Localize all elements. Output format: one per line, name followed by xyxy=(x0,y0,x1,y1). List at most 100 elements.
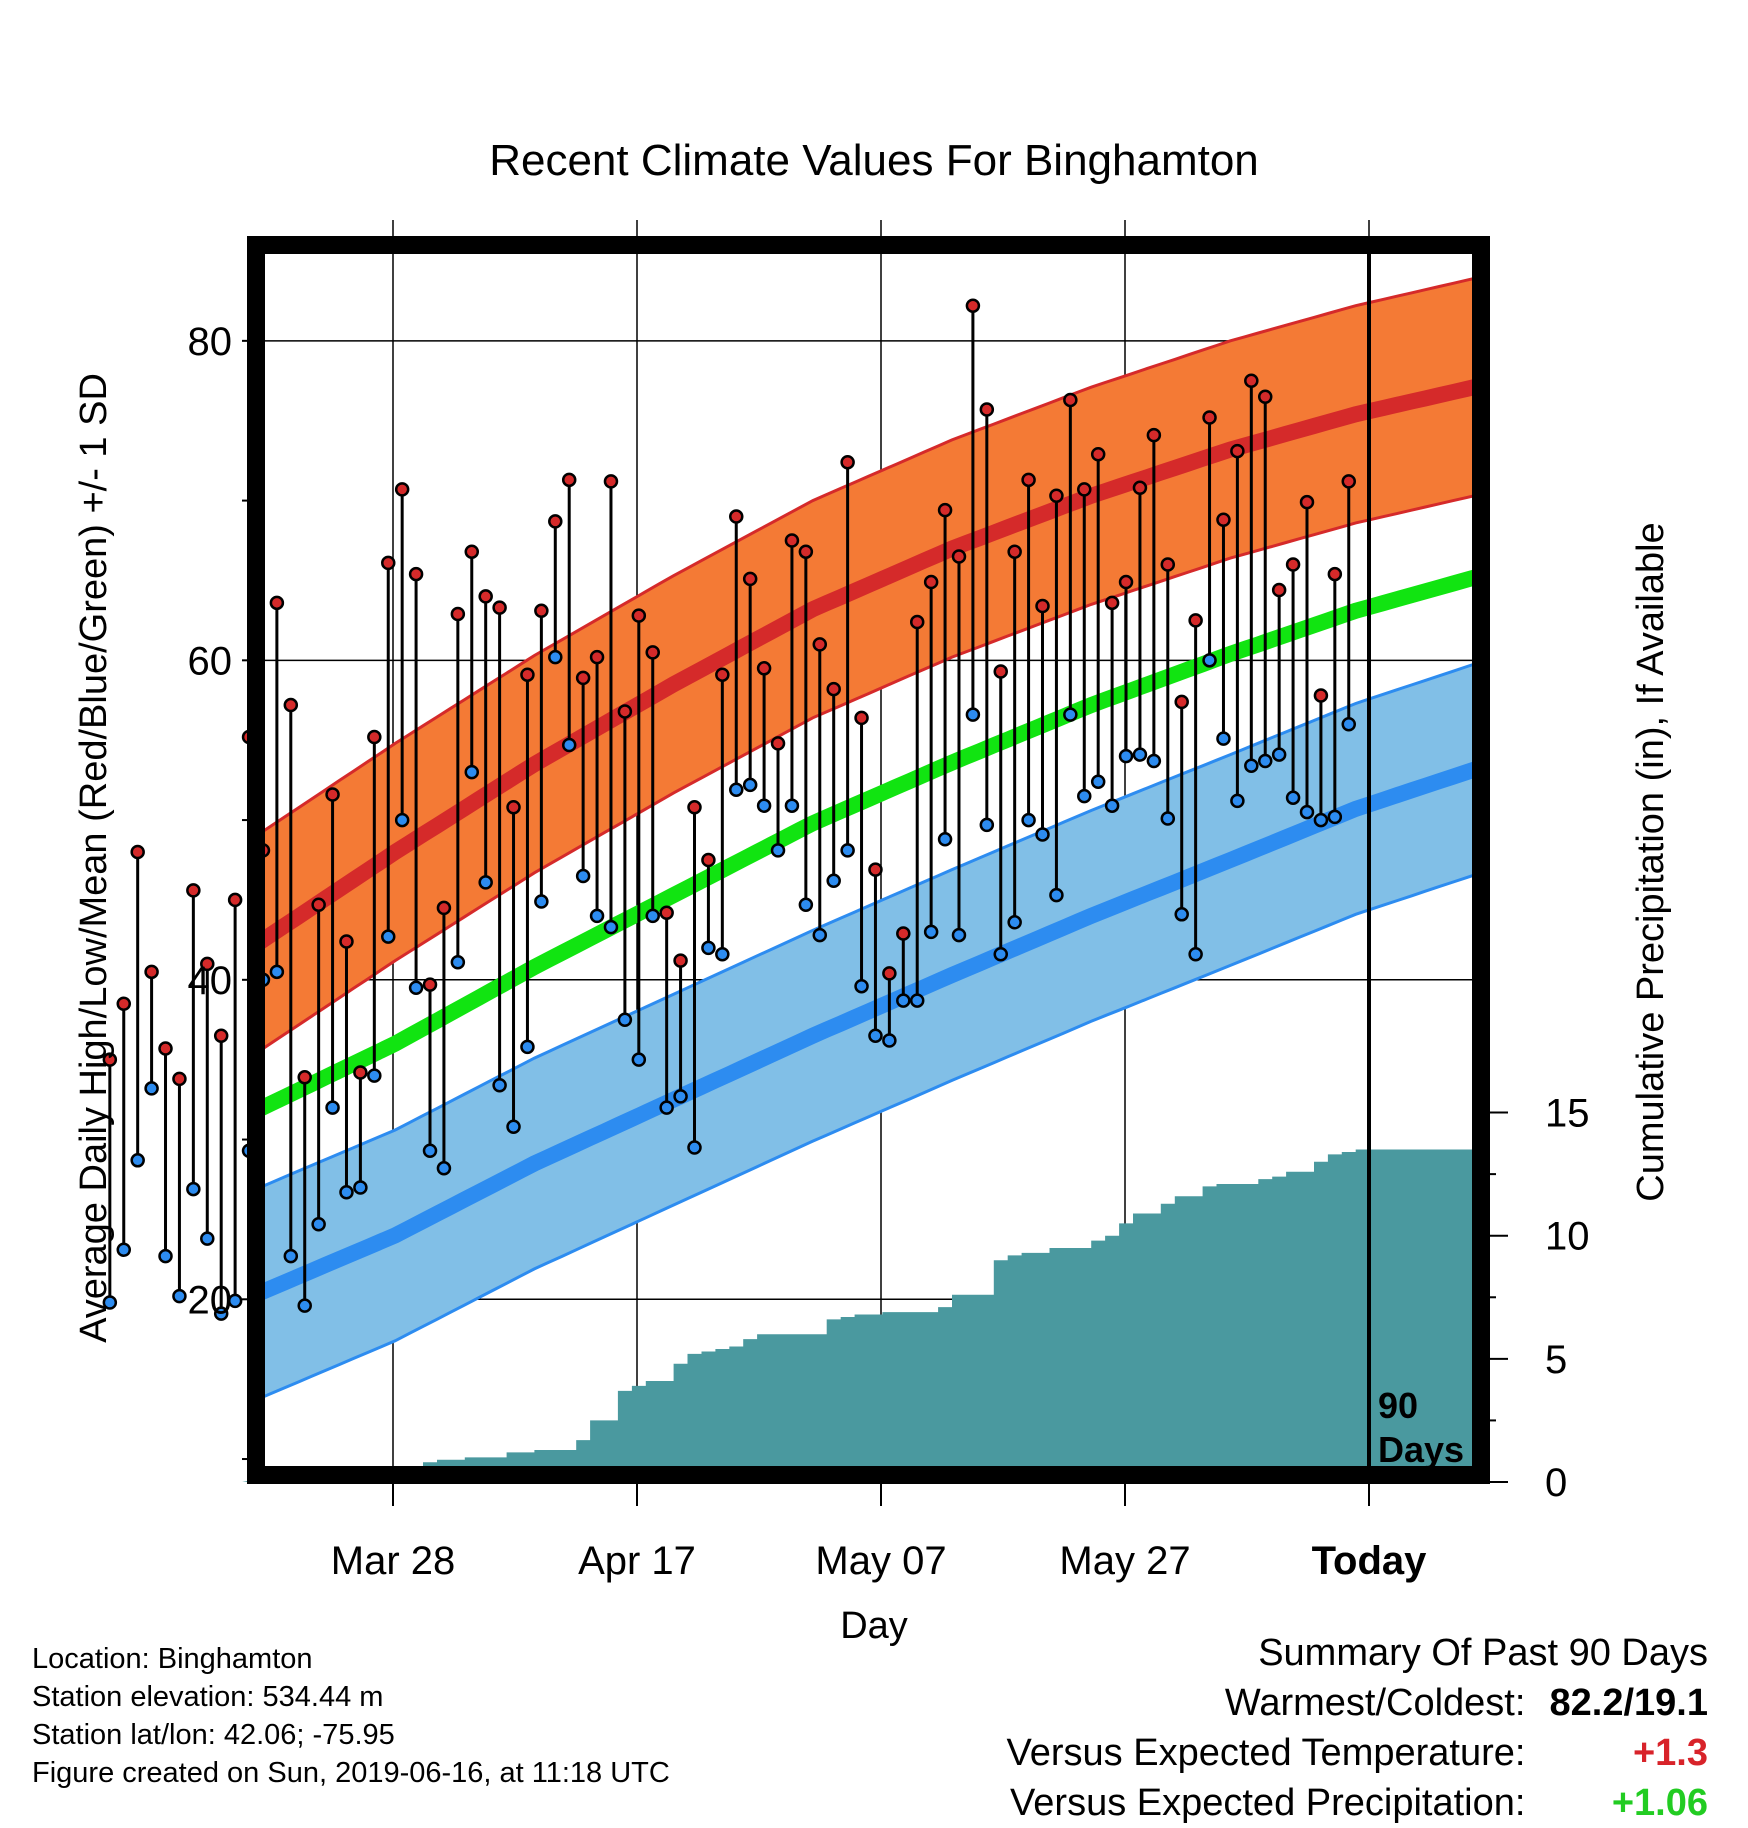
chart-title: Recent Climate Values For Binghamton xyxy=(489,136,1259,185)
daily-high-point xyxy=(1104,595,1120,611)
daily-high-point xyxy=(534,603,549,619)
summary-row-temperature: Versus Expected Temperature: +1.3 xyxy=(1007,1728,1708,1778)
summary-label: Versus Expected Precipitation: xyxy=(1010,1782,1526,1824)
daily-low-point xyxy=(951,927,967,943)
daily-low-point xyxy=(325,1100,340,1115)
daily-high-point xyxy=(311,897,326,912)
daily-low-point xyxy=(673,1089,688,1104)
created-text: Figure created on Sun, 2019-06-16, at 11… xyxy=(32,1757,670,1789)
daily-high-point xyxy=(408,566,424,582)
station-info: Location: Binghamton Station elevation: … xyxy=(32,1640,670,1792)
x-tick-label: May 07 xyxy=(815,1539,946,1583)
daily-low-point xyxy=(603,919,619,935)
daily-low-point xyxy=(659,1100,674,1115)
daily-high-point xyxy=(1132,480,1148,496)
daily-high-point xyxy=(380,555,396,571)
daily-high-point xyxy=(367,729,382,745)
daily-low-point xyxy=(1146,753,1162,769)
y2-tick-label: 0 xyxy=(1545,1461,1567,1505)
daily-low-point xyxy=(269,964,285,980)
daily-low-point xyxy=(1049,887,1064,903)
daily-high-point xyxy=(283,697,299,713)
daily-high-point xyxy=(1216,512,1231,528)
daily-high-point xyxy=(1271,582,1287,598)
summary-value: 82.2/19.1 xyxy=(1549,1682,1708,1724)
daily-high-point xyxy=(770,736,786,751)
daily-high-point xyxy=(506,800,521,815)
daily-low-point xyxy=(1313,812,1329,828)
daily-high-point xyxy=(965,298,981,313)
daily-high-point xyxy=(422,977,438,992)
daily-low-point xyxy=(826,873,841,889)
daily-low-point xyxy=(1132,747,1148,762)
daily-low-point xyxy=(561,737,577,753)
summary-label: Versus Expected Temperature: xyxy=(1006,1732,1526,1774)
daily-high-point xyxy=(589,649,605,665)
x-tick-label: Today xyxy=(1312,1539,1428,1583)
daily-low-point xyxy=(227,1293,243,1309)
y-tick-label: 40 xyxy=(188,959,233,1003)
daily-low-point xyxy=(422,1143,438,1158)
normal-mean-line xyxy=(252,567,1484,1119)
daily-low-point xyxy=(589,908,605,924)
daily-high-point xyxy=(575,670,591,686)
daily-low-point xyxy=(631,1052,647,1067)
y-tick-label: 80 xyxy=(188,320,233,364)
y2-tick-label: 5 xyxy=(1545,1338,1567,1382)
normal-high-upper-edge xyxy=(255,275,1482,838)
daily-high-point xyxy=(1035,598,1050,614)
y2-axis-label: Cumulative Precipitation (in), If Availa… xyxy=(1630,522,1672,1201)
daily-high-point xyxy=(464,544,480,559)
plot-area: 90 Days xyxy=(102,220,1484,1482)
daily-low-point xyxy=(213,1306,229,1321)
daily-high-point xyxy=(687,800,702,815)
daily-low-point xyxy=(1007,915,1022,930)
daily-low-point xyxy=(1188,946,1203,962)
daily-low-point xyxy=(367,1068,382,1083)
x-axis-ticks: Mar 28 Apr 17 May 07 May 27 Today xyxy=(331,1475,1427,1583)
daily-high-point xyxy=(1007,544,1022,559)
daily-low-point xyxy=(729,782,744,797)
daily-low-point xyxy=(353,1180,368,1195)
daily-low-point xyxy=(534,894,549,909)
y-axis-label: Average Daily High/Low/Mean (Red/Blue/Gr… xyxy=(73,373,115,1343)
daily-low-point xyxy=(840,843,855,858)
daily-high-point xyxy=(492,600,507,615)
normal-low-band xyxy=(256,661,1481,1400)
daily-low-point xyxy=(548,649,563,665)
precipitation-area xyxy=(242,1149,1482,1482)
daily-low-point xyxy=(965,707,981,722)
daily-high-point xyxy=(1118,574,1134,590)
normal-high-line xyxy=(251,377,1483,952)
daily-low-point xyxy=(645,908,660,924)
daily-high-point xyxy=(1090,447,1106,462)
daily-low-point xyxy=(687,1140,702,1155)
daily-low-point xyxy=(993,946,1008,962)
daily-low-point xyxy=(1271,747,1287,762)
daily-high-point xyxy=(200,956,215,972)
daily-high-point xyxy=(937,502,953,518)
today-label-line: 90 xyxy=(1378,1385,1418,1426)
latlon-text: Station lat/lon: 42.06; -75.95 xyxy=(32,1719,395,1751)
daily-low-point xyxy=(297,1298,312,1313)
daily-high-point xyxy=(394,482,410,497)
daily-low-point xyxy=(1202,653,1217,668)
daily-high-point xyxy=(617,704,633,719)
daily-high-point xyxy=(701,852,716,868)
daily-low-point xyxy=(1174,907,1189,922)
daily-low-point xyxy=(1341,716,1357,732)
daily-low-point xyxy=(339,1185,354,1200)
daily-low-point xyxy=(1021,812,1036,828)
daily-low-point xyxy=(715,946,730,962)
daily-low-point xyxy=(1257,753,1273,769)
location-text: Location: Binghamton xyxy=(32,1643,313,1675)
daily-high-point xyxy=(993,664,1008,679)
elevation-text: Station elevation: 534.44 m xyxy=(32,1681,384,1713)
daily-high-point xyxy=(784,533,800,548)
daily-high-point xyxy=(1146,427,1162,443)
daily-high-point xyxy=(1230,443,1245,459)
daily-high-point xyxy=(478,589,493,604)
daily-high-point xyxy=(548,514,563,529)
daily-low-point xyxy=(812,927,828,943)
daily-low-point xyxy=(798,897,814,912)
